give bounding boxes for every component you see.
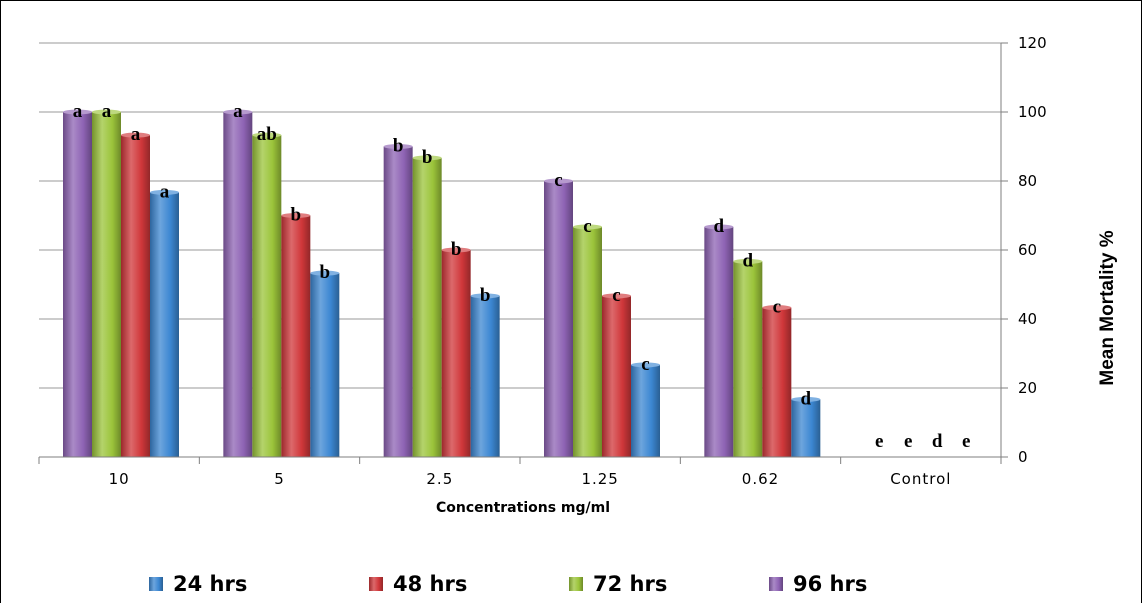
y-tick-label: 120 [1018,34,1047,52]
y-tick-label: 80 [1018,172,1037,190]
bar-cap [791,396,821,402]
bar-72-hrs-5 [252,135,282,458]
significance-letter: c [641,354,649,375]
legend-label: 48 hrs [393,572,467,596]
gridlines [39,42,1001,458]
bar-cap [383,144,413,149]
bar-96-hrs-1.25 [544,181,573,457]
bar-96-hrs-0.62 [704,226,734,457]
legend-label: 72 hrs [593,572,667,596]
bar-96-hrs-5 [223,112,253,457]
bar-cap [704,224,734,230]
significance-letter: a [102,101,112,122]
y-tick-label: 60 [1018,241,1037,259]
y-tick-label: 100 [1018,103,1047,121]
bar-24-hrs-1.25 [631,364,660,457]
bar-cap [631,362,660,368]
legend-swatch [769,577,783,591]
bar-24-hrs-0.62 [791,399,821,457]
bar-cap [441,247,471,253]
bar-cap [412,155,442,161]
bar-cap [63,109,92,115]
legend-item: 72 hrs [569,572,667,596]
x-axis-title: Concentrations mg/ml [436,500,610,516]
significance-letter: e [904,431,912,452]
x-tick-label: 5 [274,470,285,488]
bar-48-hrs-10 [121,135,150,458]
significance-letter: c [554,170,562,191]
bar-cap [470,293,500,299]
significance-letter: b [320,262,331,283]
x-tick-label: Control [890,470,951,488]
significance-letter: a [131,124,141,145]
x-tick-label: 2.5 [426,470,453,488]
legend-swatch [149,577,163,591]
bar-48-hrs-1.25 [602,295,631,457]
bar-cap [223,109,253,115]
significance-letter: b [422,147,433,168]
legend-item: 24 hrs [149,572,247,596]
x-tick-label: 0.62 [742,470,779,488]
significance-letter: a [233,101,243,122]
significance-letter: c [773,297,781,318]
bar-96-hrs-10 [63,112,92,457]
significance-letter: c [612,285,620,306]
significance-letter: ab [257,124,277,145]
legend-item: 96 hrs [769,572,867,596]
y-tick-label: 20 [1018,379,1037,397]
bar-24-hrs-5 [310,273,340,457]
legend-swatch [369,577,383,591]
significance-letter: d [714,216,725,237]
significance-letter: d [743,250,754,271]
bar-24-hrs-2.5 [470,295,500,457]
significance-letter: c [583,216,591,237]
significance-letter: b [291,205,302,226]
legend-item: 48 hrs [369,572,467,596]
significance-letter: e [962,431,970,452]
y-tick-label: 40 [1018,310,1037,328]
bar-cap [573,224,602,230]
y-axis-title: Mean Mortality % [1097,230,1118,385]
x-tick-label: 10 [109,470,130,488]
bar-cap [121,132,150,138]
legend: 24 hrs 48 hrs 72 hrs 96 hrs [149,572,867,596]
legend-label: 24 hrs [173,572,247,596]
bars [63,109,821,458]
axes: 0 20 40 60 80 100 120 10 5 2.5 1.25 0.62 Control [38,34,1047,488]
bar-48-hrs-5 [281,215,311,457]
bar-cap [252,132,282,138]
bar-cap [92,109,121,115]
significance-letter: e [875,431,883,452]
bar-72-hrs-1.25 [573,226,602,457]
bar-cap [602,293,631,299]
bar-cap [150,189,179,195]
bar-72-hrs-2.5 [412,157,442,457]
legend-label: 96 hrs [793,572,867,596]
significance-letter: d [932,431,943,452]
bar-48-hrs-0.62 [762,307,792,457]
significance-letter: b [451,239,462,260]
legend-swatch [569,577,583,591]
bar-cap [733,258,763,264]
significance-letter: a [160,181,170,202]
bar-96-hrs-2.5 [383,146,413,457]
bar-24-hrs-10 [150,192,179,457]
x-tick-label: 1.25 [581,470,618,488]
bar-72-hrs-10 [92,112,121,457]
significance-letter: b [393,136,404,157]
significance-letter: a [73,101,83,122]
bar-cap [310,270,340,276]
bar-cap [762,305,792,311]
bar-cap [544,178,573,184]
significance-letter: d [801,388,812,409]
y-tick-label: 0 [1018,448,1028,466]
significance-letter: b [480,285,491,306]
bar-48-hrs-2.5 [441,250,471,457]
bar-cap [281,213,311,218]
bar-72-hrs-0.62 [733,261,763,457]
